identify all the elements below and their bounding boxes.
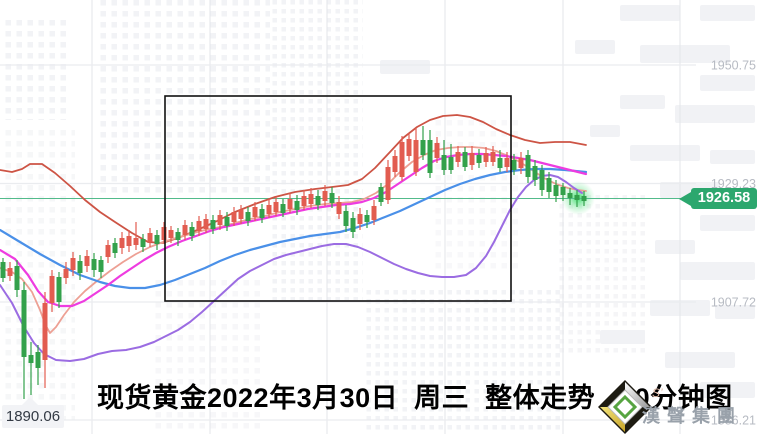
candlestick: [441, 140, 447, 175]
candlestick: [406, 133, 412, 161]
candlestick: [231, 207, 237, 226]
candlestick: [0, 258, 6, 282]
candlestick: [385, 160, 391, 204]
upper-band-line: [0, 114, 587, 244]
candlestick: [63, 262, 69, 284]
candlestick: [483, 147, 489, 167]
candlestick: [84, 250, 90, 272]
y-axis-label: 1929.23: [711, 177, 756, 191]
candlestick: [427, 130, 433, 178]
candlestick: [462, 147, 468, 171]
candlestick: [35, 345, 41, 385]
candlestick: [238, 205, 244, 224]
candlestick: [343, 205, 349, 232]
ma-blue-line: [0, 167, 588, 290]
candlestick: [413, 128, 419, 176]
candlestick: [371, 200, 377, 225]
current-price-tag: 1926.58: [679, 188, 757, 209]
candlestick: [91, 253, 97, 277]
candlestick: [7, 262, 13, 281]
y-axis-label: 1950.75: [711, 59, 756, 73]
ma-magenta-line: [0, 152, 588, 308]
candlestick: [77, 255, 83, 280]
candlestick: [455, 146, 461, 167]
y-axis-label: 1886.21: [711, 414, 756, 428]
candlestick: [112, 238, 118, 258]
candlestick: [133, 222, 139, 250]
candlestick: [98, 256, 104, 278]
candlestick: [364, 210, 370, 228]
candlestick: [182, 220, 188, 240]
candlestick: [350, 212, 356, 238]
brand-flourish-icon: S’: [652, 386, 663, 400]
candlestick: [105, 240, 111, 263]
tooltip-arrow-icon: [22, 397, 38, 405]
candlestick: [119, 232, 125, 254]
candlestick: [175, 228, 181, 246]
candlestick: [140, 234, 146, 252]
candlestick: [252, 202, 258, 221]
candlestick: [546, 172, 552, 198]
candlestick: [469, 146, 475, 170]
candlestick: [14, 260, 20, 297]
candlestick: [21, 282, 27, 399]
candlestick: [154, 230, 160, 250]
candlestick: [336, 196, 342, 219]
candlestick: [168, 226, 174, 243]
candlestick: [161, 222, 167, 244]
candlestick: [392, 150, 398, 177]
candlestick: [420, 126, 426, 160]
session-low-value: 1890.06: [5, 408, 61, 425]
candlestick: [378, 183, 384, 206]
session-low-tooltip: 1890.06: [2, 397, 64, 428]
price-tag-arrow-icon: [679, 191, 691, 206]
candlestick: [224, 212, 230, 231]
candlestick: [126, 230, 132, 252]
brand-logo-icon: [598, 380, 652, 434]
candlestick: [399, 136, 405, 181]
current-price-value: 1926.58: [697, 190, 751, 206]
candlestick: [525, 150, 531, 183]
candlestick: [217, 210, 223, 230]
candlestick: [28, 342, 34, 395]
candlestick: [518, 152, 524, 174]
candlestick: [259, 204, 265, 223]
candlestick: [196, 216, 202, 236]
candlestick: [147, 228, 153, 247]
candlestick: [189, 222, 195, 241]
candlestick: [476, 149, 482, 168]
candlestick: [539, 165, 545, 196]
candlestick: [42, 292, 48, 388]
y-axis-labels: 1950.75 1929.23 1907.72 1886.21: [711, 59, 756, 428]
brand-name: 漢聲集團: [642, 406, 742, 426]
candlestick: [49, 270, 55, 312]
y-axis-label: 1907.72: [711, 296, 756, 310]
candlestick: [245, 207, 251, 226]
candlestick: [210, 215, 216, 234]
brand-footer: S’ 漢聲集團: [598, 378, 761, 434]
candlestick: [532, 160, 538, 186]
candlestick: [203, 214, 209, 233]
